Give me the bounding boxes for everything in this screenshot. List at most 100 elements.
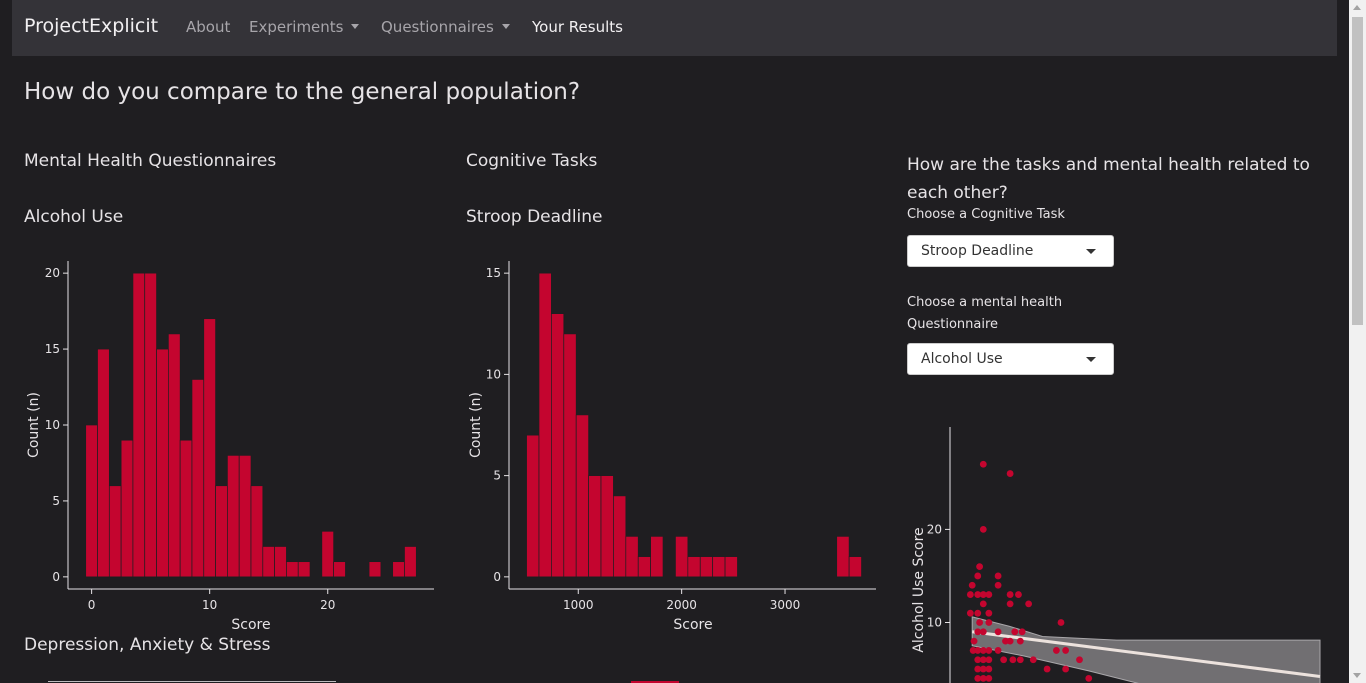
scatter-point [979,647,987,654]
chart2-x-tick-label: 2000 [666,598,697,612]
chart2-bar [650,536,664,578]
scatter-point [979,600,987,608]
scatter-point [994,628,1002,636]
dropdown-arrow-icon [1086,249,1096,254]
scatter-point [1016,637,1024,645]
scatter-point [985,591,993,598]
scatter-point [1052,647,1060,654]
chart2-bar [538,272,552,578]
section-depression-heading: Depression, Anxiety & Stress [24,635,271,655]
col3-heading: How are the tasks and mental health rela… [907,155,1310,203]
nav-about[interactable]: About [186,18,230,36]
scatter-point [979,591,987,598]
chart2-title: Stroop Deadline [466,207,603,227]
nav-experiments-dropdown[interactable]: Experiments [249,18,360,36]
chart3-y-tick-label: 10 [927,615,942,629]
chart1-bar [85,424,98,578]
page-scrollbar[interactable] [1349,0,1366,683]
chart1-bar [97,348,110,578]
chart2-bar [563,333,577,578]
chart3-y-tick-label: 20 [927,522,942,536]
chart1-bar [368,561,382,578]
scatter-point [976,619,983,626]
scatter-point [1085,674,1093,682]
brand-link[interactable]: ProjectExplicit [24,15,159,37]
task-select-value: Stroop Deadline [921,243,1034,259]
chart1-y-tick-label: 5 [52,494,60,508]
chart2-bar [613,495,627,578]
scatter-point [985,674,993,682]
scroll-down-arrow-icon[interactable] [1353,673,1361,678]
chart2-bar [675,536,689,578]
chart1-y-tick-label: 15 [45,342,60,356]
chart2-y-tick-label: 0 [493,570,501,584]
scatter-point [1015,591,1022,598]
scatter-point [979,628,987,636]
chart1-y-tick-label: 0 [52,570,60,584]
scatter-point [985,609,993,617]
col1-heading: Mental Health Questionnaires [24,151,277,171]
dropdown-arrow-icon [1086,357,1096,362]
page-title: How do you compare to the general popula… [24,79,581,105]
chart1-bar [321,530,334,578]
scatter-point [1018,628,1026,636]
scatter-point [1057,619,1065,626]
nav-questionnaires-label: Questionnaires [381,18,494,36]
chart1-title: Alcohol Use [24,207,124,227]
questionnaire-select[interactable]: Alcohol Use [907,343,1114,375]
scatter-point [1009,656,1017,664]
scatter-point [994,572,1002,580]
nav-experiments-label: Experiments [249,18,344,36]
chart2-bar [575,414,589,578]
task-select[interactable]: Stroop Deadline [907,235,1114,267]
scatter-point [974,572,982,580]
chart2-y-tick-label: 15 [486,266,501,280]
chart2-bar [724,556,738,578]
chart2-bar [687,556,701,578]
scatter-point [1000,656,1008,664]
chart1-y-label: Count (n) [26,392,42,458]
chart2-bar [588,475,602,578]
scatter-point [1025,600,1033,608]
scatter-point [974,674,982,682]
scatter-point [1006,591,1014,598]
questionnaire-select-value: Alcohol Use [921,351,1003,367]
chart2-bar [600,475,614,578]
chart1-bar [191,379,205,578]
scatter-point [974,628,982,636]
trend-line [972,630,1321,678]
scroll-up-arrow-icon[interactable] [1353,5,1361,10]
scatter-point [1016,656,1024,664]
chart2-y-label: Count (n) [468,392,484,458]
scrollbar-thumb[interactable] [1352,17,1363,325]
chart2-x-tick-label: 1000 [563,598,594,612]
scatter-point [1011,628,1019,636]
task-select-label: Choose a Cognitive Task [907,207,1065,222]
chart1-bar [168,333,181,578]
chart1-bar [297,561,311,578]
nav-questionnaires-dropdown[interactable]: Questionnaires [381,18,510,36]
scatter-point [974,665,982,673]
chart1-bar [262,546,275,578]
scatter-point [979,460,987,468]
nav-about-label: About [186,18,231,36]
nav-your-results[interactable]: Your Results [532,18,623,36]
chart1-x-label: Score [231,617,270,633]
chart1-bar [274,546,287,578]
scatter-point [1029,656,1037,664]
caret-down-icon [501,24,510,29]
chart2-bar [637,556,651,578]
scatter-point [974,591,982,598]
chart1-bar [250,485,264,578]
stroop-deadline-histogram: 0 5 10 15 1000 2000 3000 Score Count (n) [468,261,876,633]
scatter-point [994,581,1002,589]
chart1-y-tick-label: 10 [45,418,60,432]
scatter-point [985,647,993,654]
chart2-x-label: Score [673,617,712,633]
scatter-point [985,656,993,664]
chart3-y-label: Alcohol Use Score [911,527,927,652]
chart2-bar [836,536,850,578]
chart2-bar [526,434,540,578]
scatter-point [970,637,978,645]
chart2-x-tick-label: 3000 [770,598,801,612]
